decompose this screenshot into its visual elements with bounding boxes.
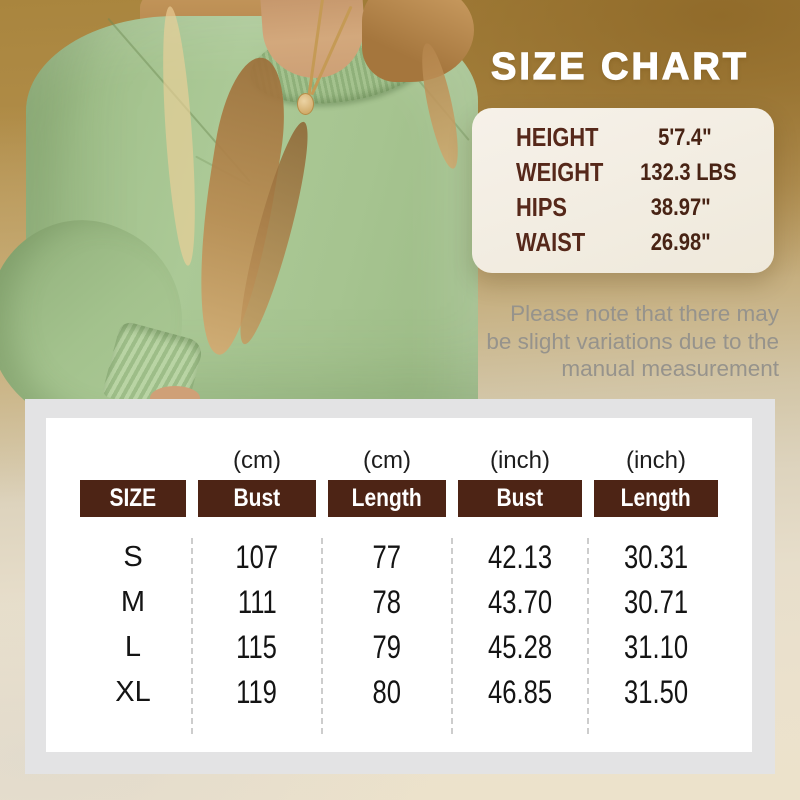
value-cell: 79 bbox=[372, 629, 402, 665]
measurement-row: WAIST 26.98" bbox=[516, 225, 756, 260]
column-divider bbox=[191, 538, 193, 734]
unit-label bbox=[80, 444, 186, 478]
measurement-row: HIPS 38.97" bbox=[516, 190, 756, 225]
column-header-bust-inch: Bust bbox=[458, 480, 582, 517]
measurement-label: WAIST bbox=[516, 227, 586, 257]
size-table: (cm) (cm) (inch) (inch) SIZE Bust Length… bbox=[46, 418, 752, 752]
value-cell: 30.71 bbox=[623, 584, 689, 620]
value-cell: 111 bbox=[237, 584, 277, 620]
value-cell: 31.10 bbox=[623, 629, 689, 665]
value-cell: 42.13 bbox=[487, 539, 553, 575]
value-cell: 46.85 bbox=[487, 674, 553, 710]
measurement-label: HEIGHT bbox=[516, 122, 599, 152]
column-divider bbox=[321, 538, 323, 734]
column-header-bust-cm: Bust bbox=[198, 480, 316, 517]
value-cell: 107 bbox=[235, 539, 279, 575]
value-cell: 45.28 bbox=[487, 629, 553, 665]
measurement-row: WEIGHT 132.3 LBS bbox=[516, 155, 756, 190]
value-cell: 31.50 bbox=[623, 674, 689, 710]
size-cell: XL bbox=[115, 676, 151, 708]
note-line: manual measurement bbox=[561, 356, 779, 381]
measurement-label: WEIGHT bbox=[516, 157, 604, 187]
note-line: be slight variations due to the bbox=[486, 328, 779, 354]
value-cell: 119 bbox=[236, 674, 278, 710]
value-cell: 77 bbox=[372, 539, 402, 575]
column-divider bbox=[451, 538, 453, 734]
unit-label: (cm) bbox=[363, 447, 411, 474]
measurement-label: HIPS bbox=[516, 192, 567, 222]
value-cell: 78 bbox=[372, 584, 402, 620]
size-chart-title: SIZE CHART bbox=[490, 45, 749, 88]
measurement-value: 5'7.4" bbox=[658, 123, 712, 151]
value-cell: 30.31 bbox=[623, 539, 689, 575]
necklace-pendant bbox=[297, 93, 314, 115]
size-cell: S bbox=[123, 541, 143, 573]
column-header-length-cm: Length bbox=[328, 480, 446, 517]
value-cell: 80 bbox=[372, 674, 402, 710]
unit-labels-row: (cm) (cm) (inch) (inch) bbox=[80, 444, 718, 478]
table-body: S 107 77 42.13 30.31 M 111 78 43.70 30.7… bbox=[80, 535, 718, 715]
column-divider bbox=[587, 538, 589, 734]
measurement-note: Please note that there may be slight var… bbox=[434, 300, 779, 383]
table-header-row: SIZE Bust Length Bust Length bbox=[80, 480, 718, 517]
column-header-length-inch: Length bbox=[594, 480, 718, 517]
model-measurements-card: HEIGHT 5'7.4" WEIGHT 132.3 LBS HIPS 38.9… bbox=[472, 108, 774, 273]
measurement-row: HEIGHT 5'7.4" bbox=[516, 120, 756, 155]
measurement-value: 38.97" bbox=[650, 193, 712, 221]
size-table-card: (cm) (cm) (inch) (inch) SIZE Bust Length… bbox=[25, 399, 775, 774]
measurement-value: 26.98" bbox=[650, 228, 712, 256]
unit-label: (cm) bbox=[233, 447, 281, 474]
size-cell: M bbox=[120, 586, 146, 618]
value-cell: 115 bbox=[236, 629, 278, 665]
model-photo bbox=[0, 0, 478, 414]
note-line: Please note that there may bbox=[510, 301, 779, 326]
size-cell: L bbox=[124, 631, 142, 663]
column-header-size: SIZE bbox=[80, 480, 186, 517]
value-cell: 43.70 bbox=[487, 584, 553, 620]
measurement-value: 132.3 LBS bbox=[639, 158, 737, 186]
unit-label: (inch) bbox=[625, 447, 686, 474]
unit-label: (inch) bbox=[489, 447, 550, 474]
